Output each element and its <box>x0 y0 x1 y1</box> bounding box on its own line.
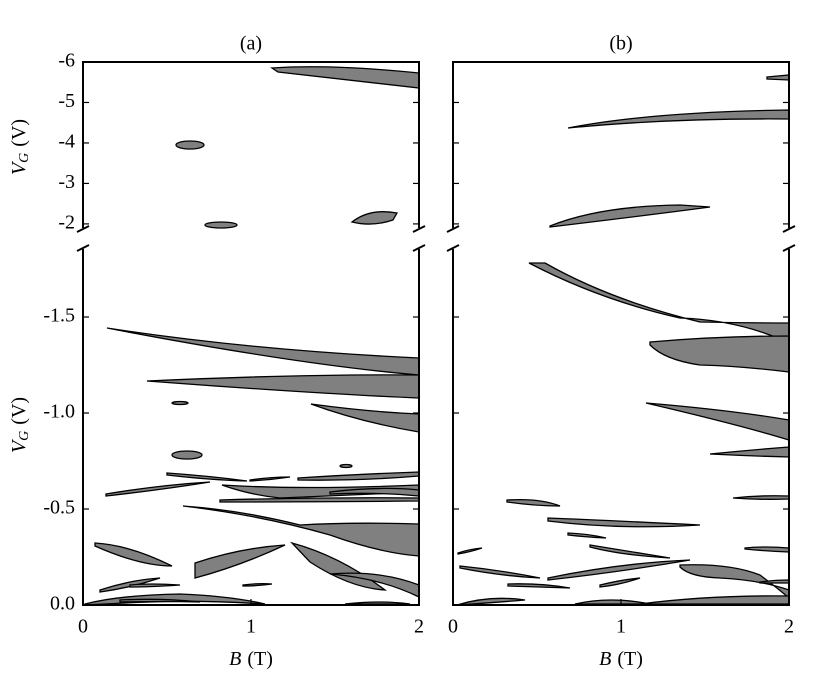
y-label-var: V <box>8 160 30 175</box>
x-tick-label: 1 <box>616 616 626 638</box>
y-label-unit: (V) <box>8 397 30 425</box>
y-tick-label: 0.0 <box>50 593 75 615</box>
y-label-sub: G <box>17 153 32 163</box>
y-tick-label: -0.5 <box>43 497 75 519</box>
y-tick-label: -3 <box>58 171 75 193</box>
x-label-var: B <box>229 648 241 670</box>
y-axis-label: VG (V) <box>8 119 33 175</box>
y-tick-label: -6 <box>58 50 75 72</box>
axis-frame <box>452 61 790 228</box>
y-label-sub: G <box>17 431 32 441</box>
x-tick-label: 2 <box>414 616 424 638</box>
x-label-unit: (T) <box>617 648 643 670</box>
axis-break <box>412 225 426 233</box>
y-label-unit: (V) <box>8 119 30 147</box>
panel-title: (a) <box>240 33 262 55</box>
axis-break <box>446 244 460 252</box>
x-tick-label: 1 <box>246 616 256 638</box>
x-label-var: B <box>599 648 611 670</box>
y-tick-label: -1.0 <box>43 401 75 423</box>
axis-break <box>446 225 460 233</box>
axis-break <box>412 244 426 252</box>
axis-frame <box>82 61 420 228</box>
x-tick-label: 2 <box>784 616 794 638</box>
y-tick-label: -2 <box>58 211 75 233</box>
axis-break <box>76 244 90 252</box>
x-tick-label: 0 <box>78 616 88 638</box>
x-axis-label: B (T) <box>229 648 273 670</box>
y-axis-label: VG (V) <box>8 397 33 453</box>
y-tick-label: -5 <box>58 90 75 112</box>
x-label-unit: (T) <box>247 648 273 670</box>
axis-break <box>782 244 796 252</box>
y-tick-label: -1.5 <box>43 305 75 327</box>
x-axis-label: B (T) <box>599 648 643 670</box>
y-label-var: V <box>8 438 30 453</box>
axis-break <box>76 225 90 233</box>
y-tick-label: -4 <box>58 131 75 153</box>
x-tick-label: 0 <box>448 616 458 638</box>
panel-title: (b) <box>609 33 632 55</box>
axis-break <box>782 225 796 233</box>
contour-regions <box>84 66 790 606</box>
